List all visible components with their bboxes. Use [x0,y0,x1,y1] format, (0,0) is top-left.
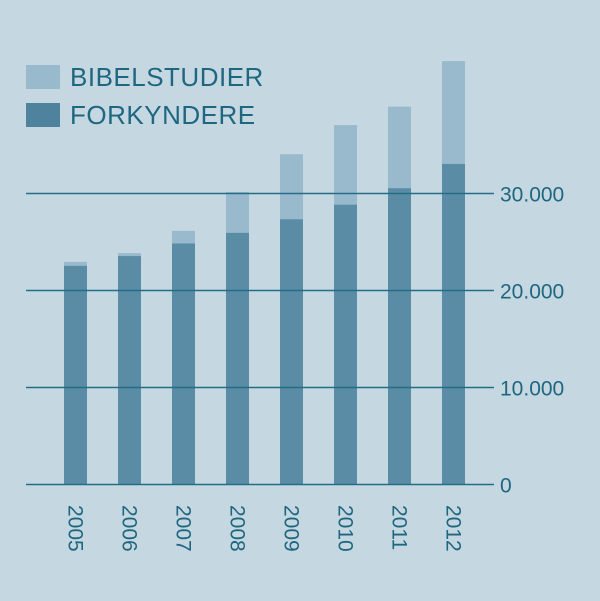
x-tick-label: 2010 [334,505,357,552]
bar-forkyndere [226,232,249,484]
legend-item-forkyndere: FORKYNDERE [26,96,264,134]
gridlines [26,192,494,486]
bar-bibelstudier [226,192,249,233]
y-tick-label: 10.000 [500,378,564,401]
legend-label-bibelstudier: BIBELSTUDIER [70,61,264,92]
x-tick-label: 2007 [172,505,195,552]
bar-bibelstudier [172,230,195,244]
legend-swatch-bibelstudier [26,65,60,89]
x-tick-label: 2011 [388,505,411,550]
x-tick-label: 2005 [64,505,87,552]
bar-bibelstudier [388,106,411,189]
bar-forkyndere [118,256,141,484]
legend-item-bibelstudier: BIBELSTUDIER [26,58,264,96]
legend-label-forkyndere: FORKYNDERE [70,99,256,130]
bar-forkyndere [388,188,411,484]
x-tick-label: 2006 [118,505,141,552]
bar-bibelstudier [334,125,357,205]
bar-forkyndere [64,265,87,484]
x-tick-label: 2008 [226,505,249,552]
x-tick-label: 2012 [442,505,465,552]
bar-bibelstudier [118,253,141,257]
x-axis-labels: 2005 2006 2007 2008 2009 2010 2011 2012 [64,505,465,552]
bar-forkyndere [334,204,357,484]
bar-forkyndere [172,243,195,484]
y-axis-labels: 0 10.000 20.000 30.000 [500,184,564,498]
bar-forkyndere [442,163,465,484]
y-tick-label: 30.000 [500,184,564,207]
y-tick-label: 0 [500,475,512,498]
bar-bibelstudier [442,61,465,164]
bar-forkyndere [280,219,303,484]
x-tick-label: 2009 [280,505,303,552]
bar-bibelstudier [280,154,303,220]
legend-swatch-forkyndere [26,103,60,127]
bars [64,61,465,484]
legend: BIBELSTUDIER FORKYNDERE [26,58,264,134]
bar-bibelstudier [64,261,87,266]
y-tick-label: 20.000 [500,281,564,304]
